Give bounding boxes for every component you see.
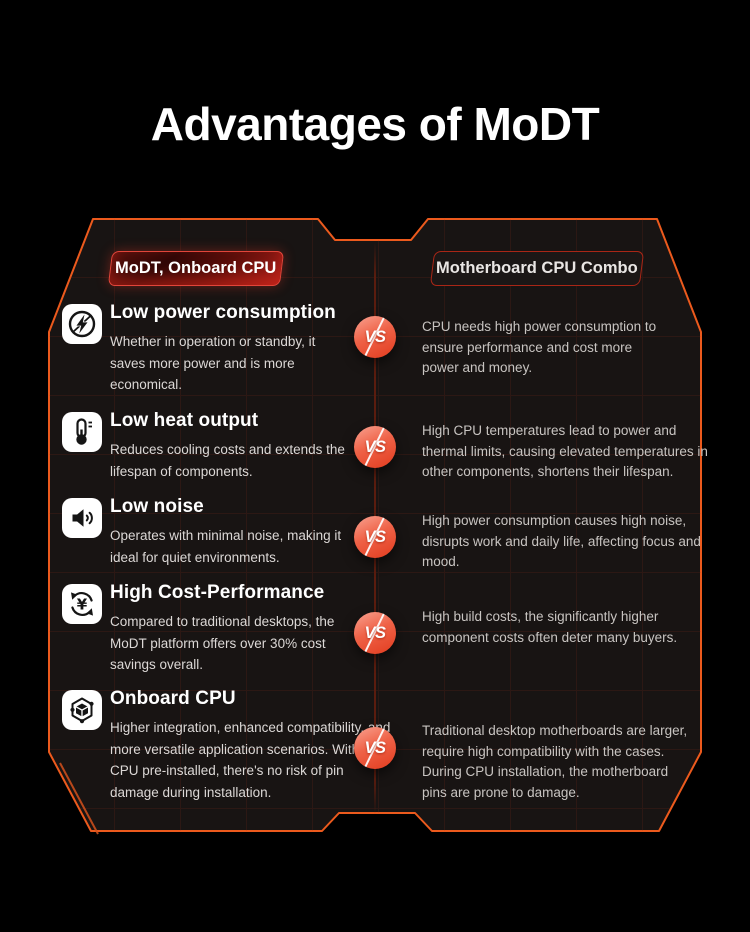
vs-badge: VS	[354, 316, 396, 358]
feature-description: Operates with minimal noise, making it i…	[110, 528, 342, 565]
feature-description: Higher integration, enhanced compatibili…	[110, 720, 391, 800]
feature-text-block: Low heat output Reduces cooling costs an…	[110, 410, 354, 482]
vs-badge: VS	[354, 612, 396, 654]
page-title: Advantages of MoDT	[150, 98, 600, 150]
vs-badge-label: VS	[364, 738, 386, 757]
comparison-panel: MoDT, Onboard CPU Motherboard CPU Combo …	[48, 218, 708, 835]
feature-description: Reduces cooling costs and extends the li…	[110, 442, 345, 479]
feature-icon-tile	[62, 498, 102, 538]
feature-icon-tile	[62, 304, 102, 344]
vs-badge: VS	[354, 426, 396, 468]
feature-title: Low heat output	[110, 410, 259, 431]
vs-badge-label: VS	[364, 327, 386, 346]
feature-icon-tile	[62, 412, 102, 452]
feature-title: Low power consumption	[110, 302, 336, 323]
vs-badge: VS	[354, 516, 396, 558]
speaker-icon	[72, 509, 93, 527]
feature-icon-tile	[62, 690, 102, 730]
currency-cycle-icon: ¥	[71, 592, 93, 616]
thermometer-icon	[76, 418, 92, 445]
left-column-header-label: MoDT, Onboard CPU	[115, 259, 277, 277]
vs-badge-label: VS	[364, 437, 386, 456]
feature-description: Compared to traditional desktops, the Mo…	[110, 614, 335, 672]
competitor-description: CPU needs high power consumption to ensu…	[422, 319, 657, 375]
feature-title: Low noise	[110, 496, 204, 517]
competitor-description: High CPU temperatures lead to power and …	[422, 423, 708, 479]
right-column-header: Motherboard CPU Combo	[429, 251, 645, 286]
vs-badge: VS	[354, 727, 396, 769]
right-column-header-label: Motherboard CPU Combo	[436, 259, 638, 277]
corner-accent-line	[59, 762, 99, 835]
feature-title: Onboard CPU	[110, 688, 236, 709]
left-column-header: MoDT, Onboard CPU	[107, 251, 285, 286]
feature-text-block: High Cost-Performance Compared to tradit…	[110, 582, 354, 676]
feature-icon-tile: ¥	[62, 584, 102, 624]
feature-text-block: Low noise Operates with minimal noise, m…	[110, 496, 354, 568]
competitor-description: Traditional desktop motherboards are lar…	[422, 723, 688, 800]
feature-title: High Cost-Performance	[110, 582, 325, 603]
chip-cube-icon	[70, 697, 94, 724]
lightning-icon	[68, 310, 96, 338]
vs-badge-label: VS	[364, 527, 386, 546]
feature-text-block: Low power consumption Whether in operati…	[110, 302, 354, 396]
feature-description: Whether in operation or standby, it save…	[110, 334, 316, 392]
vs-badge-label: VS	[364, 623, 386, 642]
competitor-description: High build costs, the significantly high…	[422, 609, 678, 645]
competitor-description: High power consumption causes high noise…	[422, 513, 701, 569]
svg-text:¥: ¥	[77, 596, 88, 614]
feature-text-block: Onboard CPU Higher integration, enhanced…	[110, 688, 392, 803]
